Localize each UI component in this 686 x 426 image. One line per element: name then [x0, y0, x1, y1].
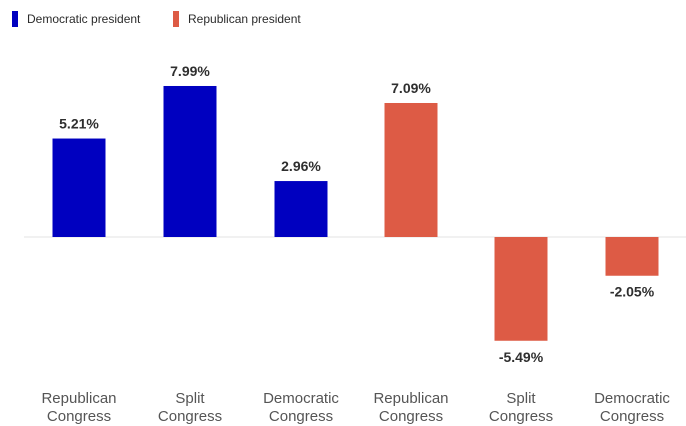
bar-3 [274, 181, 328, 237]
category-label-5: Split Congress [489, 390, 553, 425]
value-label-4: 7.09% [391, 80, 431, 96]
legend-label-republican: Republican president [188, 12, 301, 26]
value-label-6: -2.05% [610, 284, 655, 300]
bar-2 [163, 85, 217, 237]
category-label-3: Democratic Congress [263, 390, 339, 425]
legend-label-democratic: Democratic president [27, 12, 141, 26]
value-label-1: 5.21% [59, 116, 99, 132]
category-label-6: Democratic Congress [594, 390, 670, 425]
legend-swatch-republican [173, 11, 179, 27]
bar-1 [52, 138, 106, 237]
legend: Democratic president Republican president [12, 11, 301, 27]
category-label-2: Split Congress [158, 390, 222, 425]
value-label-2: 7.99% [170, 63, 210, 79]
legend-swatch-democratic [12, 11, 18, 27]
bar-4 [384, 102, 438, 238]
value-label-5: -5.49% [499, 349, 544, 365]
category-tick-labels: Republican Congress Split Congress Democrati… [41, 390, 670, 425]
category-label-4: Republican Congress [373, 390, 448, 425]
bars [52, 85, 659, 341]
value-label-3: 2.96% [281, 158, 321, 174]
bar-5 [494, 237, 548, 341]
value-labels: 5.21% 7.99% 2.96% 7.09% -5.49% -2.05% [59, 63, 655, 365]
bar-6 [605, 237, 659, 276]
category-label-1: Republican Congress [41, 390, 116, 425]
